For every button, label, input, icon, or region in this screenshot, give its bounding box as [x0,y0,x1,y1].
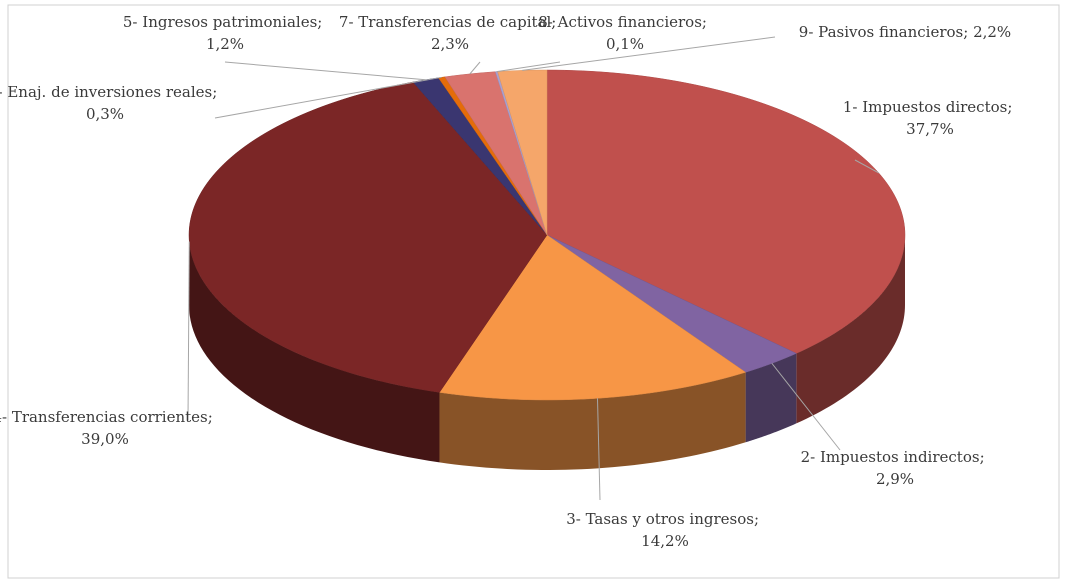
data-label: 8- Activos financieros; 0,1% [538,13,711,53]
label-separator: ; [208,408,218,426]
leader-line [854,159,880,174]
value-label: 2,9% [876,470,914,488]
category-name: 9- Pasivos financieros [799,23,963,41]
slice-side [796,235,905,424]
category-name: 1- Impuestos directos [843,98,1008,116]
category-name: 4- Transferencias corrientes [0,408,208,426]
leader-line [469,61,481,75]
leader-line [187,241,190,421]
data-label: 7- Transferencias de capital; 2,3% [339,13,561,53]
value-label: 0,3% [86,105,124,123]
value-label: 1,2% [206,35,244,53]
value-label: 0,1% [606,35,644,53]
label-separator: ; [980,448,990,466]
leader-line [214,76,442,119]
label-separator: ; [317,13,327,31]
leader-line [771,363,841,451]
data-label: 4- Transferencias corrientes; 39,0% [0,408,218,448]
leader-line [596,398,601,501]
data-label: 2- Impuestos indirectos; 2,9% [801,448,990,488]
value-label: 2,2% [973,23,1011,41]
value-label: 37,7% [906,120,954,138]
category-name: 7- Transferencias de capital [339,13,552,31]
label-separator: ; [963,23,973,41]
data-label: 9- Pasivos financieros; 2,2% [799,23,1011,41]
category-name: 5- Ingresos patrimoniales [123,13,317,31]
category-name: 8- Activos financieros [538,13,702,31]
slice-side [189,235,440,463]
data-label: 1- Impuestos directos; 37,7% [843,98,1017,138]
label-separator: ; [212,83,222,101]
label-separator: ; [754,510,764,528]
label-separator: ; [1007,98,1017,116]
slice-side [745,353,797,443]
category-name: 6- Enaj. de inversiones reales [0,83,212,101]
data-label: 3- Tasas y otros ingresos; 14,2% [566,510,764,550]
value-label: 14,2% [641,532,689,550]
data-label: 5- Ingresos patrimoniales; 1,2% [123,13,327,53]
leader-line [522,36,776,71]
slice-side [439,372,746,470]
leader-line [224,61,426,81]
label-separator: ; [702,13,712,31]
slice [188,81,548,393]
label-separator: ; [551,13,561,31]
data-label: 6- Enaj. de inversiones reales; 0,3% [0,83,222,123]
leader-line [496,61,561,73]
value-label: 39,0% [81,430,129,448]
value-label: 2,3% [431,35,469,53]
category-name: 2- Impuestos indirectos [801,448,980,466]
category-name: 3- Tasas y otros ingresos [566,510,754,528]
